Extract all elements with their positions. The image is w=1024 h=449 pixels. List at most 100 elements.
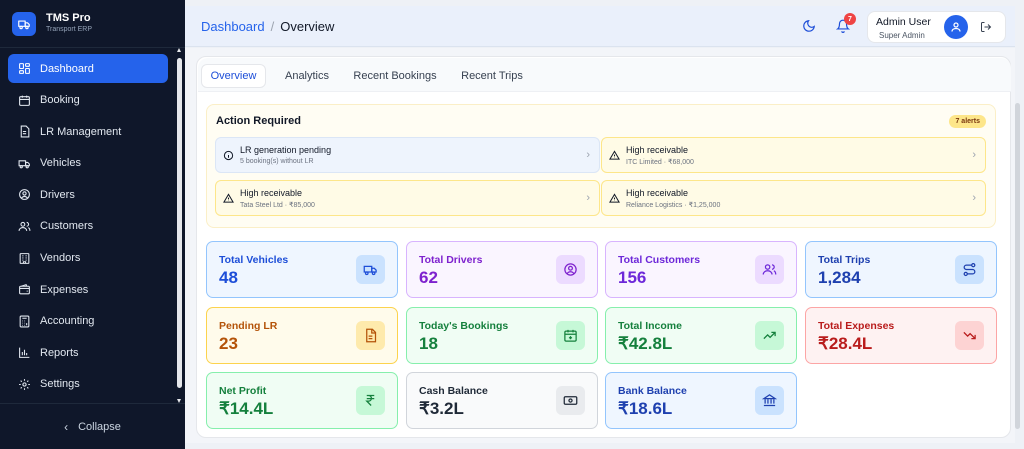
main-content: Overview Analytics Recent Bookings Recen… <box>185 48 1020 443</box>
chevron-right-icon: › <box>586 149 590 161</box>
sidebar-item-settings[interactable]: Settings <box>8 370 168 399</box>
chevron-right-icon: › <box>972 192 976 204</box>
sidebar-item-label: LR Management <box>40 125 122 138</box>
truck-logo-icon <box>12 11 36 36</box>
stat-label: Total Vehicles <box>219 254 289 266</box>
theme-toggle-button[interactable] <box>801 18 817 34</box>
stat-card-bank-balance[interactable]: Bank Balance ₹18.6L <box>605 372 797 429</box>
stat-value: 62 <box>419 268 438 287</box>
stat-card-cash-balance[interactable]: Cash Balance ₹3.2L <box>406 372 598 429</box>
logout-icon <box>981 22 992 32</box>
file-text-icon <box>356 321 385 350</box>
alert-item[interactable]: LR generation pending 5 booking(s) witho… <box>215 137 600 173</box>
avatar[interactable] <box>944 15 968 39</box>
alert-title: High receivable <box>626 188 689 198</box>
tab-analytics[interactable]: Analytics <box>284 70 330 82</box>
stat-card-total-trips[interactable]: Total Trips 1,284 <box>805 241 997 298</box>
user-menu[interactable]: Admin User Super Admin <box>867 11 1006 43</box>
stat-value: ₹14.4L <box>219 399 274 418</box>
tab-recent-trips[interactable]: Recent Trips <box>461 70 523 82</box>
stat-label: Net Profit <box>219 385 267 397</box>
sidebar-item-label: Customers <box>40 220 94 233</box>
stat-label: Pending LR <box>219 320 278 332</box>
scroll-up-arrow-icon[interactable] <box>177 48 181 52</box>
user-role: Super Admin <box>879 31 925 40</box>
sidebar-item-drivers[interactable]: Drivers <box>8 180 168 209</box>
tab-recent-bookings[interactable]: Recent Bookings <box>353 70 437 82</box>
top-header: Dashboard / Overview 7 Admin User Super Ad… <box>185 6 1015 47</box>
sidebar-item-label: Vehicles <box>40 157 81 170</box>
alert-item[interactable]: High receivable ITC Limited · ₹68,000 › <box>601 137 986 173</box>
user-name: Admin User <box>876 16 931 28</box>
stat-card-pending-lr[interactable]: Pending LR 23 <box>206 307 398 364</box>
alert-item[interactable]: High receivable Reliance Logistics · ₹1,… <box>601 180 986 216</box>
sidebar-item-customers[interactable]: Customers <box>8 212 168 241</box>
stat-label: Bank Balance <box>618 385 687 397</box>
gear-icon <box>19 379 30 390</box>
warning-icon <box>609 193 620 203</box>
sidebar-item-label: Booking <box>40 94 80 107</box>
breadcrumb-root[interactable]: Dashboard <box>201 18 265 34</box>
alert-item[interactable]: High receivable Tata Steel Ltd · ₹85,000… <box>215 180 600 216</box>
sidebar-item-label: Dashboard <box>40 62 94 75</box>
sidebar-scrollbar[interactable] <box>177 48 182 403</box>
stat-value: 156 <box>618 268 647 287</box>
stat-card-total-vehicles[interactable]: Total Vehicles 48 <box>206 241 398 298</box>
stat-card-total-expenses[interactable]: Total Expenses ₹28.4L <box>805 307 997 364</box>
truck-icon <box>356 255 385 284</box>
breadcrumb-current: Overview <box>280 18 335 34</box>
collapse-label: Collapse <box>78 420 121 433</box>
brand[interactable]: TMS Pro Transport ERP <box>0 0 185 48</box>
trending-down-icon <box>955 321 984 350</box>
stat-value: ₹28.4L <box>818 334 873 353</box>
stat-label: Total Drivers <box>419 254 483 266</box>
alert-subtitle: Reliance Logistics · ₹1,25,000 <box>626 202 721 209</box>
warning-icon <box>223 193 234 203</box>
stat-card-net-profit[interactable]: Net Profit ₹14.4L <box>206 372 398 429</box>
stat-card-total-customers[interactable]: Total Customers 156 <box>605 241 797 298</box>
logout-button[interactable] <box>980 20 992 38</box>
action-required-title: Action Required <box>216 115 301 127</box>
sidebar-item-vendors[interactable]: Vendors <box>8 244 168 273</box>
wallet-icon <box>19 284 30 295</box>
alert-subtitle: Tata Steel Ltd · ₹85,000 <box>240 202 315 209</box>
trending-up-icon <box>755 321 784 350</box>
alert-subtitle: 5 booking(s) without LR <box>240 158 314 165</box>
users-icon <box>18 221 31 231</box>
sidebar-item-dashboard[interactable]: Dashboard <box>8 54 168 83</box>
brand-title: TMS Pro <box>46 12 91 24</box>
scrollbar-thumb[interactable] <box>177 58 182 388</box>
main-scrollbar[interactable] <box>1015 95 1020 443</box>
dashboard-icon <box>19 63 30 74</box>
collapse-button[interactable]: ‹ Collapse <box>0 403 185 449</box>
brand-subtitle: Transport ERP <box>46 26 93 33</box>
users-icon <box>755 255 784 284</box>
sidebar-item-label: Drivers <box>40 188 75 201</box>
tab-overview[interactable]: Overview <box>201 64 266 88</box>
scrollbar-thumb[interactable] <box>1015 103 1020 429</box>
stat-label: Total Customers <box>618 254 701 266</box>
sidebar-item-reports[interactable]: Reports <box>8 338 168 367</box>
stat-card-todays-bookings[interactable]: Today's Bookings 18 <box>406 307 598 364</box>
alert-title: High receivable <box>240 188 303 198</box>
tab-bar: Overview Analytics Recent Bookings Recen… <box>198 58 1011 92</box>
bar-chart-icon <box>19 347 30 359</box>
moon-icon <box>803 20 815 32</box>
info-icon <box>223 150 234 161</box>
building-icon <box>19 252 30 264</box>
stat-value: 48 <box>219 268 238 287</box>
breadcrumb-separator: / <box>270 18 275 34</box>
warning-icon <box>609 150 620 160</box>
calendar-icon <box>19 95 30 106</box>
sidebar-item-expenses[interactable]: Expenses <box>8 275 168 304</box>
stat-card-total-drivers[interactable]: Total Drivers 62 <box>406 241 598 298</box>
notifications-button[interactable]: 7 <box>835 13 856 34</box>
sidebar-item-lr-management[interactable]: LR Management <box>8 117 168 146</box>
sidebar-item-vehicles[interactable]: Vehicles <box>8 149 168 178</box>
stat-card-total-income[interactable]: Total Income ₹42.8L <box>605 307 797 364</box>
sidebar-item-booking[interactable]: Booking <box>8 86 168 115</box>
rupee-icon <box>356 386 385 415</box>
document-icon <box>20 125 30 138</box>
scroll-down-arrow-icon[interactable] <box>177 399 181 403</box>
sidebar-item-accounting[interactable]: Accounting <box>8 307 168 336</box>
